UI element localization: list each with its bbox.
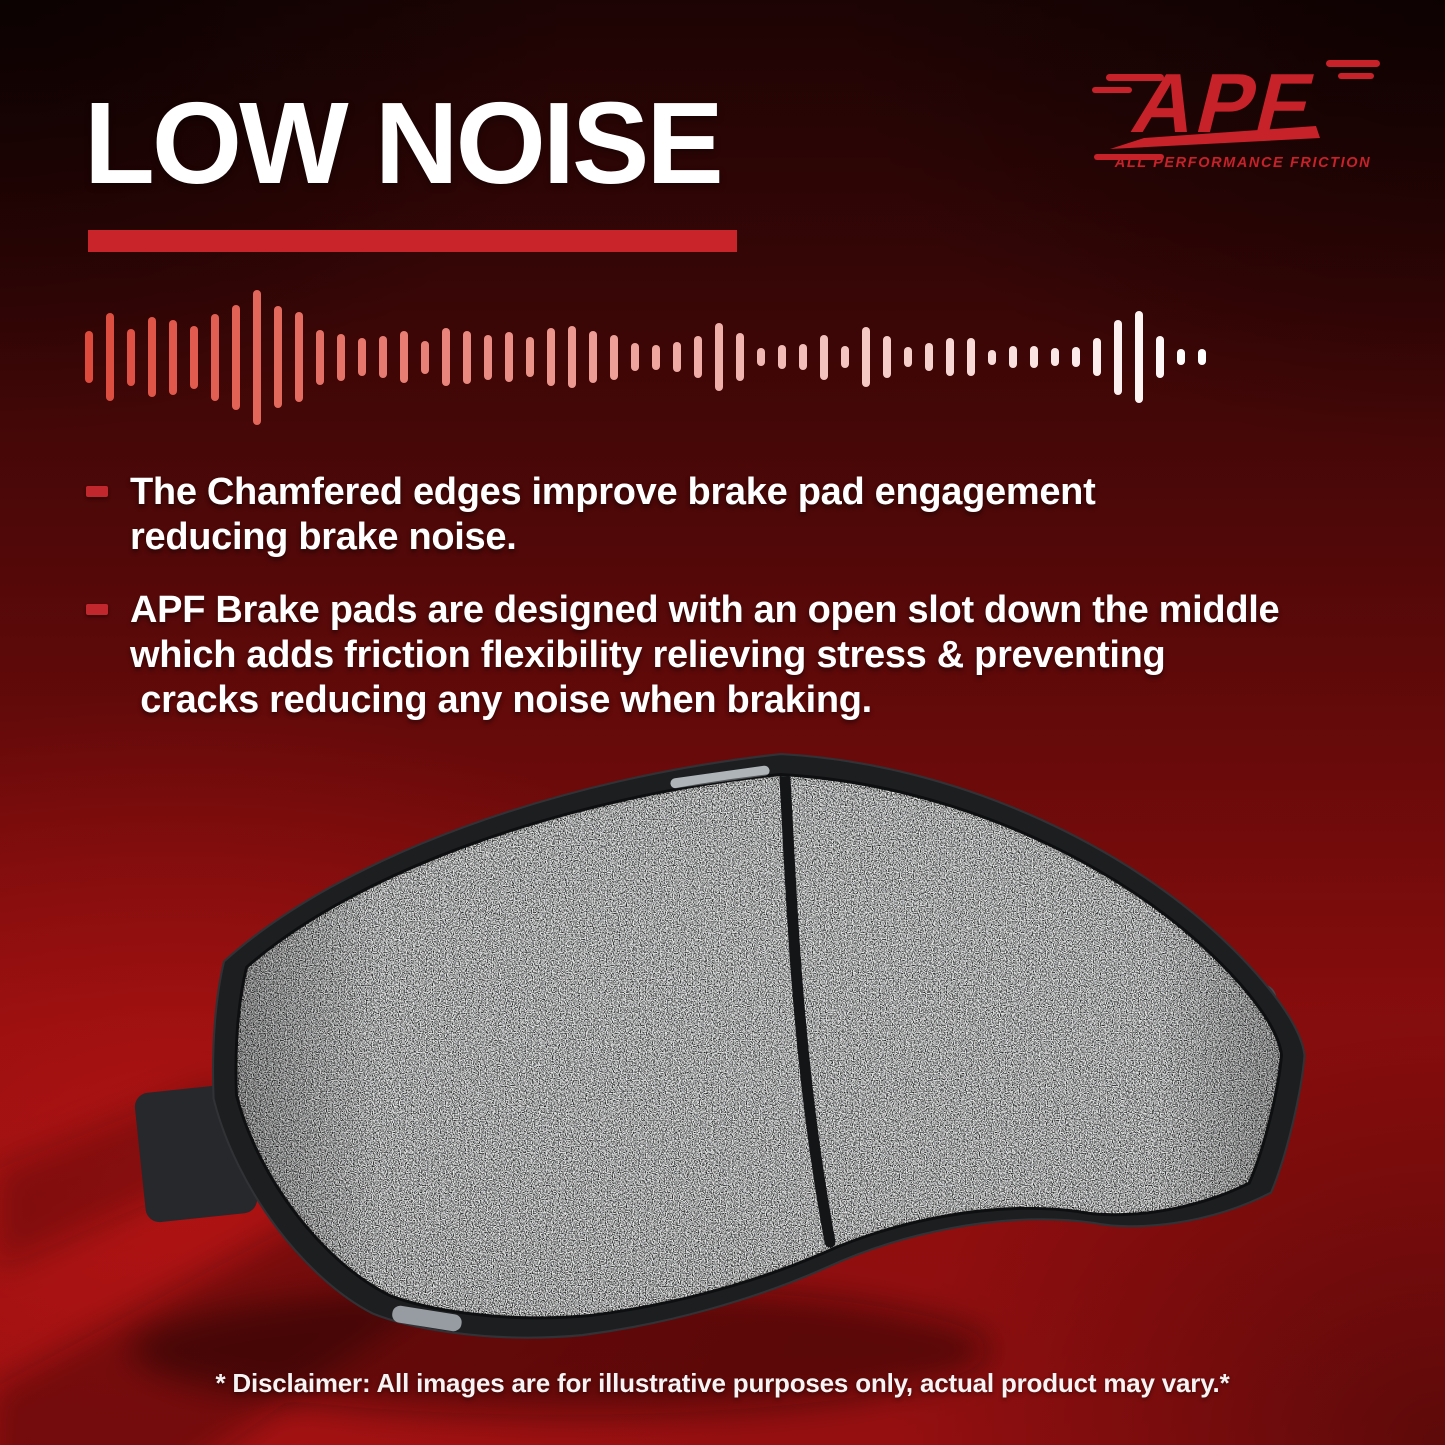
disclaimer-text: * Disclaimer: All images are for illustr… [215, 1368, 1230, 1398]
apf-logo: APF ALL PERFORMANCE FRICTION [1092, 57, 1380, 171]
brake-pad-photo [0, 752, 1306, 1445]
waveform-bar [1072, 347, 1080, 367]
waveform-bar [589, 331, 597, 383]
waveform-bar [106, 313, 114, 401]
waveform-bar [547, 328, 555, 386]
waveform-bar [379, 336, 387, 378]
logo-speed-streaks [1092, 60, 1380, 160]
waveform-bar [232, 304, 240, 410]
pad-center-slot [779, 776, 836, 1248]
bullet-item: The Chamfered edges improve brake pad en… [84, 470, 1414, 560]
waveform-bar [1114, 319, 1122, 395]
waveform-bar [211, 313, 219, 401]
waveform-bar [442, 328, 450, 386]
waveform-bar [778, 345, 786, 369]
waveform-bar [673, 342, 681, 372]
waveform-bar [1198, 349, 1206, 365]
apf-logo-text: APF [1124, 57, 1324, 151]
waveform-bar [484, 334, 492, 380]
bullet-line: The Chamfered edges improve brake pad en… [130, 471, 1096, 513]
bullet-marker [86, 604, 108, 615]
waveform-bar [316, 329, 324, 385]
pad-bottom-clip [392, 1305, 462, 1332]
waveform-bar [85, 331, 93, 383]
waveform-bar [1009, 346, 1017, 368]
bullet-item: APF Brake pads are designed with an open… [84, 588, 1414, 723]
bullet-line: reducing brake noise. [130, 516, 517, 558]
waveform-bar [421, 340, 429, 374]
waveform-bar [190, 325, 198, 389]
waveform-bar [610, 334, 618, 380]
waveform-bar [1135, 311, 1143, 403]
waveform-bar [337, 333, 345, 381]
waveform-bar [169, 319, 177, 395]
waveform-bar [925, 343, 933, 371]
sound-wave [85, 287, 1225, 427]
waveform-bar [841, 346, 849, 368]
waveform-bar [1093, 338, 1101, 376]
waveform-bar [904, 347, 912, 367]
bullet-line: APF Brake pads are designed with an open… [130, 589, 1280, 631]
waveform-bar [757, 348, 765, 366]
waveform-bar [652, 344, 660, 370]
title-underline [88, 230, 737, 252]
waveform-bar [715, 323, 723, 391]
bullet-line: cracks reducing any noise when braking. [130, 679, 872, 721]
waveform-bar [799, 344, 807, 370]
waveform-bar [1030, 346, 1038, 368]
page-title: LOW NOISE [84, 78, 724, 208]
pad-top-clip [670, 765, 770, 789]
waveform-bar [820, 334, 828, 380]
waveform-bar [505, 332, 513, 382]
waveform-bar [148, 317, 156, 397]
waveform-bar [127, 328, 135, 386]
waveform-bar [736, 333, 744, 381]
waveform-bar [694, 336, 702, 378]
waveform-bar [1177, 349, 1185, 365]
waveform-bar [883, 336, 891, 378]
waveform-bar [400, 331, 408, 383]
waveform-bar [274, 306, 282, 408]
waveform-bar [967, 338, 975, 376]
bullet-marker [86, 486, 108, 497]
waveform-bar [526, 337, 534, 377]
waveform-bar [463, 330, 471, 384]
waveform-bar [253, 289, 261, 425]
waveform-bar [631, 343, 639, 371]
waveform-bar [946, 338, 954, 376]
logo-tagline: ALL PERFORMANCE FRICTION [1114, 155, 1371, 171]
waveform-bar [568, 326, 576, 388]
waveform-bar [358, 338, 366, 376]
bullet-line: which adds friction flexibility relievin… [130, 634, 1166, 676]
waveform-bar [1156, 336, 1164, 378]
waveform-bar [295, 312, 303, 402]
waveform-bar [1051, 348, 1059, 366]
waveform-bar [862, 327, 870, 387]
waveform-bar [988, 349, 996, 365]
